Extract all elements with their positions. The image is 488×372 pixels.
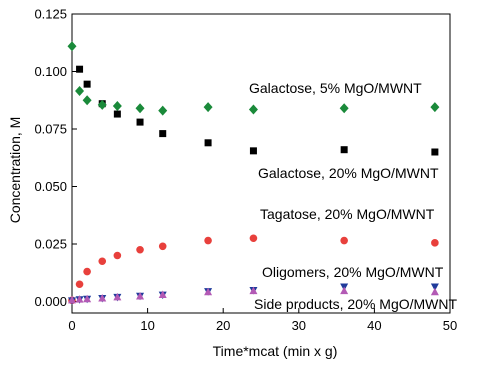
y-axis-title: Concentration, M xyxy=(7,117,23,224)
data-point xyxy=(204,236,212,245)
data-point xyxy=(249,147,257,155)
x-tick-label: 10 xyxy=(140,318,154,333)
annotation-tagatose-20: Tagatose, 20% MgO/MWNT xyxy=(260,206,435,222)
annotation-galactose-5: Galactose, 5% MgO/MWNT xyxy=(249,80,422,96)
data-point xyxy=(97,99,107,110)
data-point xyxy=(249,286,258,295)
data-point xyxy=(136,118,144,126)
data-point xyxy=(204,287,213,296)
annotation-galactose-20: Galactose, 20% MgO/MWNT xyxy=(258,165,439,181)
data-point xyxy=(75,86,85,97)
data-point xyxy=(113,110,121,118)
x-tick-label: 0 xyxy=(68,318,75,333)
data-point xyxy=(431,239,439,247)
data-point xyxy=(82,95,92,106)
series-2 xyxy=(67,41,440,116)
data-point xyxy=(68,295,76,304)
data-point xyxy=(67,41,77,52)
data-point xyxy=(76,65,84,73)
data-point xyxy=(340,146,348,154)
data-point xyxy=(248,104,258,115)
data-points xyxy=(67,41,440,305)
data-point xyxy=(113,292,122,301)
data-point xyxy=(339,103,349,114)
series-5 xyxy=(68,286,439,304)
data-point xyxy=(75,295,84,303)
data-point xyxy=(113,251,122,260)
data-point xyxy=(98,257,107,266)
data-point xyxy=(203,102,213,113)
annotation-oligomers-20: Oligomers, 20% MgO/MWNT xyxy=(262,264,444,280)
data-point xyxy=(83,80,91,88)
x-tick-label: 30 xyxy=(292,318,306,333)
data-point xyxy=(159,130,167,138)
data-point xyxy=(158,105,168,116)
data-point xyxy=(340,286,349,295)
y-tick-label: 0.125 xyxy=(34,7,67,22)
data-point xyxy=(136,245,144,254)
data-point xyxy=(83,294,92,303)
series-3 xyxy=(68,234,439,305)
data-point xyxy=(340,236,348,245)
data-point xyxy=(430,283,439,292)
x-tick-label: 20 xyxy=(216,318,230,333)
y-tick-label: 0.050 xyxy=(34,179,67,194)
data-point xyxy=(112,101,122,111)
data-point xyxy=(430,287,439,296)
data-point xyxy=(249,234,258,243)
y-tick-label: 0.100 xyxy=(34,64,67,79)
x-tick-label: 40 xyxy=(367,318,381,333)
plot-axes xyxy=(71,13,451,314)
data-point xyxy=(158,290,167,299)
annotation-side-products-20: Side products, 20% MgO/MWNT xyxy=(254,296,458,312)
plot-frame xyxy=(71,13,451,314)
data-point xyxy=(204,139,212,147)
x-axis-title: Time*mcat (min x g) xyxy=(213,343,338,359)
data-point xyxy=(75,280,84,289)
data-point xyxy=(158,242,167,251)
y-tick-label: 0.025 xyxy=(34,237,67,252)
y-tick-label: 0.075 xyxy=(34,122,67,137)
data-point xyxy=(136,291,145,300)
data-point xyxy=(430,102,440,113)
data-point xyxy=(431,148,439,156)
data-point xyxy=(98,294,107,302)
data-point xyxy=(135,103,145,114)
x-tick-label: 50 xyxy=(443,318,457,333)
y-tick-label: 0.000 xyxy=(34,294,67,309)
axis-ticks: 0 10 20 30 40 50 0.000 0.025 0.050 0.075 0.100 0.12… xyxy=(34,7,457,334)
data-point xyxy=(83,267,91,276)
